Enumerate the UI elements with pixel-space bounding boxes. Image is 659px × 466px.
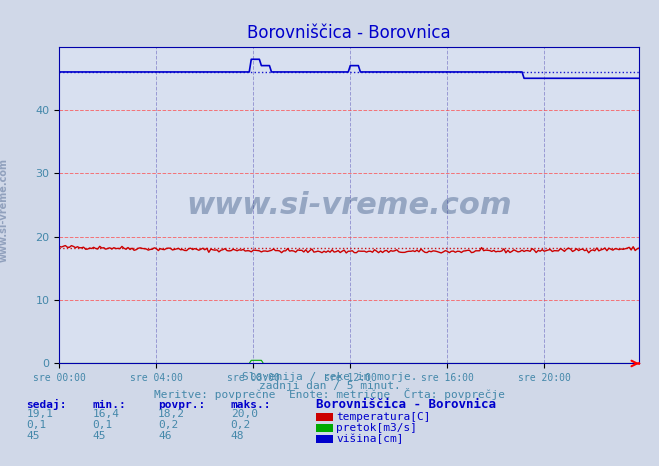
Text: 45: 45: [92, 431, 105, 441]
Text: 20,0: 20,0: [231, 409, 258, 419]
Text: Borovniščica - Borovnica: Borovniščica - Borovnica: [316, 398, 496, 411]
Text: 0,1: 0,1: [26, 420, 47, 430]
Text: 48: 48: [231, 431, 244, 441]
Text: 46: 46: [158, 431, 171, 441]
Text: 0,1: 0,1: [92, 420, 113, 430]
Text: 45: 45: [26, 431, 40, 441]
Text: 0,2: 0,2: [231, 420, 251, 430]
Title: Borovniščica - Borovnica: Borovniščica - Borovnica: [248, 24, 451, 42]
Text: pretok[m3/s]: pretok[m3/s]: [336, 423, 417, 433]
Text: zadnji dan / 5 minut.: zadnji dan / 5 minut.: [258, 381, 401, 391]
Text: Meritve: povprečne  Enote: metrične  Črta: povprečje: Meritve: povprečne Enote: metrične Črta:…: [154, 389, 505, 400]
Text: www.si-vreme.com: www.si-vreme.com: [186, 191, 512, 219]
Text: www.si-vreme.com: www.si-vreme.com: [0, 158, 9, 262]
Text: povpr.:: povpr.:: [158, 400, 206, 410]
Text: višina[cm]: višina[cm]: [336, 434, 403, 444]
Text: 19,1: 19,1: [26, 409, 53, 419]
Text: maks.:: maks.:: [231, 400, 271, 410]
Text: 16,4: 16,4: [92, 409, 119, 419]
Text: temperatura[C]: temperatura[C]: [336, 412, 430, 422]
Text: min.:: min.:: [92, 400, 126, 410]
Text: 0,2: 0,2: [158, 420, 179, 430]
Text: 18,2: 18,2: [158, 409, 185, 419]
Text: sedaj:: sedaj:: [26, 399, 67, 410]
Text: Slovenija / reke in morje.: Slovenija / reke in morje.: [242, 372, 417, 382]
